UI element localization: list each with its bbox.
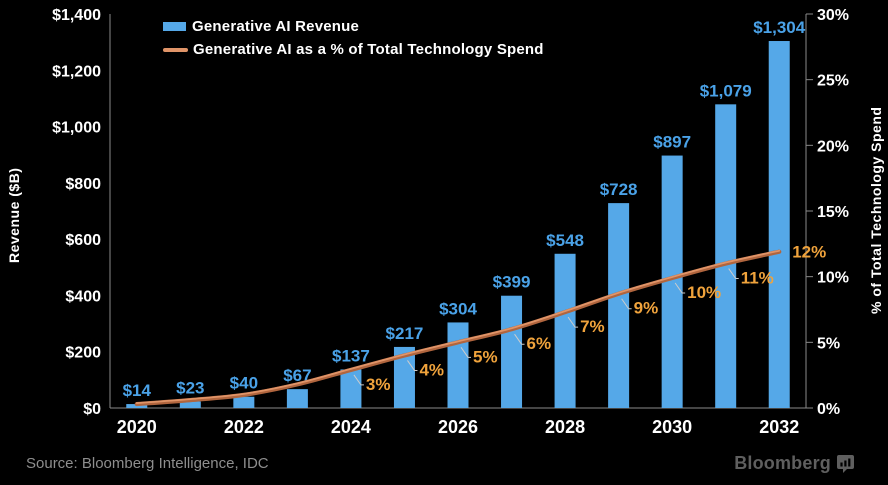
pct-label: 11% [741, 269, 774, 288]
bar-value-label: $67 [283, 366, 311, 385]
right-axis-tick-label: 25% [817, 73, 849, 90]
x-axis-tick-label: 2024 [331, 417, 371, 437]
right-axis-tick-label: 30% [817, 7, 849, 24]
bar-value-label: $40 [230, 374, 258, 393]
left-axis-tick-label: $1,000 [52, 120, 101, 137]
brand-logo: Bloomberg [734, 453, 854, 474]
bar-value-label: $217 [386, 324, 424, 343]
bar [393, 346, 415, 408]
right-axis-tick-label: 10% [817, 270, 849, 287]
pct-label: 6% [527, 334, 552, 353]
bar-value-label: $548 [546, 231, 584, 250]
legend-item-revenue: Generative AI Revenue [163, 15, 544, 38]
source-attribution: Source: Bloomberg Intelligence, IDC [26, 455, 269, 472]
bar [501, 295, 523, 408]
bar [233, 396, 255, 408]
legend-item-percent: Generative AI as a % of Total Technology… [163, 38, 544, 61]
pct-label: 12% [792, 243, 826, 262]
bar [179, 401, 201, 408]
pct-leader-line [407, 360, 418, 371]
left-axis-tick-label: $1,200 [52, 63, 101, 80]
left-axis-tick-label: $600 [65, 232, 101, 249]
bar [554, 253, 576, 408]
trend-line-highlight [135, 249, 781, 404]
left-axis-title: Revenue ($B) [6, 167, 22, 263]
legend: Generative AI Revenue Generative AI as a… [163, 15, 544, 61]
bar [286, 389, 308, 408]
legend-bar-swatch-icon [163, 22, 186, 31]
right-axis-tick-label: 20% [817, 138, 849, 155]
brand-wordmark: Bloomberg [734, 453, 831, 473]
bar-value-label: $1,079 [700, 81, 752, 100]
x-axis-tick-label: 2032 [759, 417, 799, 437]
pct-leader-line [728, 268, 739, 280]
bar-value-label: $304 [439, 299, 477, 318]
pct-label: 9% [634, 299, 659, 318]
pct-leader-line [460, 347, 471, 358]
pct-label: 3% [366, 375, 391, 394]
x-axis-tick-label: 2022 [224, 417, 264, 437]
left-axis-tick-label: $800 [65, 176, 101, 193]
bar-value-label: $897 [653, 133, 691, 152]
right-axis-tick-label: 0% [817, 401, 840, 418]
left-axis-tick-label: $400 [65, 288, 101, 305]
pct-leader-line [567, 316, 579, 328]
pct-leader-line [353, 374, 364, 386]
left-axis-tick-label: $0 [83, 401, 101, 418]
pct-leader-line [674, 282, 686, 294]
chart-bubble-icon [837, 454, 854, 473]
right-axis-tick-label: 5% [817, 335, 840, 352]
legend-label: Generative AI Revenue [192, 18, 360, 35]
bar-value-label: $728 [600, 180, 638, 199]
bar [340, 369, 362, 408]
bar-value-label: $1,304 [753, 18, 806, 37]
left-axis-tick-label: $200 [65, 345, 101, 362]
legend-label: Generative AI as a % of Total Technology… [193, 41, 544, 58]
x-axis-tick-label: 2026 [438, 417, 478, 437]
bar [661, 155, 683, 408]
bar-value-label: $14 [123, 381, 152, 400]
bar-value-label: $137 [332, 346, 370, 365]
bar [768, 41, 790, 408]
bar-value-label: $23 [176, 379, 204, 398]
trend-line [134, 249, 782, 407]
left-axis-tick-label: $1,400 [52, 7, 101, 24]
x-axis-tick-label: 2030 [652, 417, 692, 437]
pct-label: 10% [687, 283, 721, 302]
x-axis-tick-label: 2028 [545, 417, 585, 437]
legend-line-swatch-icon [163, 47, 188, 52]
right-axis-tick-label: 15% [817, 204, 849, 221]
bar [715, 104, 737, 409]
pct-leader-line [621, 298, 632, 310]
pct-label: 5% [473, 347, 498, 366]
pct-label: 4% [419, 360, 444, 379]
x-axis-tick-label: 2020 [117, 417, 157, 437]
pct-leader-line [514, 333, 525, 345]
bar [608, 203, 630, 408]
bar-value-label: $399 [493, 273, 531, 292]
bar [447, 322, 469, 408]
pct-label: 7% [580, 317, 605, 336]
right-axis-title: % of Total Technology Spend [868, 106, 884, 314]
